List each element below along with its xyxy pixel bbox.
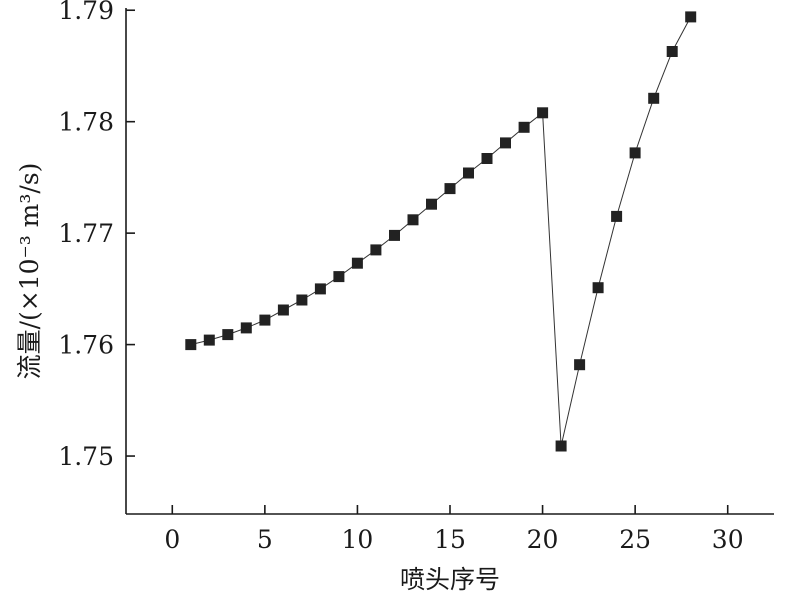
x-tick-label: 0 — [164, 525, 180, 554]
data-point — [314, 283, 326, 295]
data-point — [574, 359, 586, 371]
y-tick-label: 1.78 — [58, 108, 114, 137]
data-point — [518, 121, 530, 133]
data-point — [629, 147, 641, 159]
y-axis-ticks: 1.75 1.76 1.77 1.78 1.79 — [58, 0, 135, 471]
series-layer — [185, 11, 697, 452]
data-point — [185, 339, 197, 351]
data-point — [481, 153, 493, 164]
data-point — [370, 244, 382, 256]
data-point — [222, 329, 234, 341]
data-point — [592, 282, 604, 294]
x-tick-label: 15 — [434, 525, 466, 554]
series-line — [190, 16, 692, 447]
axes — [125, 8, 774, 515]
y-tick-label: 1.79 — [58, 0, 114, 25]
data-point — [203, 334, 215, 346]
data-point — [666, 46, 678, 57]
data-point — [500, 137, 511, 149]
data-point — [333, 271, 345, 283]
data-point — [240, 322, 252, 334]
x-tick-label: 30 — [712, 525, 744, 554]
data-point — [463, 167, 474, 179]
data-point — [685, 11, 697, 23]
y-tick-label: 1.75 — [58, 442, 114, 471]
data-point — [407, 214, 419, 226]
data-point — [296, 294, 308, 306]
data-point — [555, 440, 567, 452]
x-axis-title: 喷头序号 — [400, 565, 500, 594]
data-point — [351, 257, 363, 269]
y-tick-label: 1.76 — [58, 331, 114, 360]
y-axis-title: 流量/(×10⁻³ m³/s) — [15, 163, 44, 380]
x-axis-ticks: 0 5 10 15 20 25 30 — [164, 505, 744, 554]
x-tick-label: 5 — [257, 525, 273, 554]
x-tick-label: 10 — [342, 525, 374, 554]
x-tick-label: 20 — [527, 525, 559, 554]
data-point — [426, 198, 437, 210]
data-point — [537, 107, 549, 119]
data-point — [611, 210, 623, 222]
data-point — [648, 92, 660, 104]
y-tick-label: 1.77 — [58, 219, 114, 248]
data-point — [444, 183, 456, 195]
x-tick-label: 25 — [619, 525, 651, 554]
data-point — [277, 304, 289, 316]
data-point — [259, 314, 271, 326]
data-point — [389, 229, 400, 241]
